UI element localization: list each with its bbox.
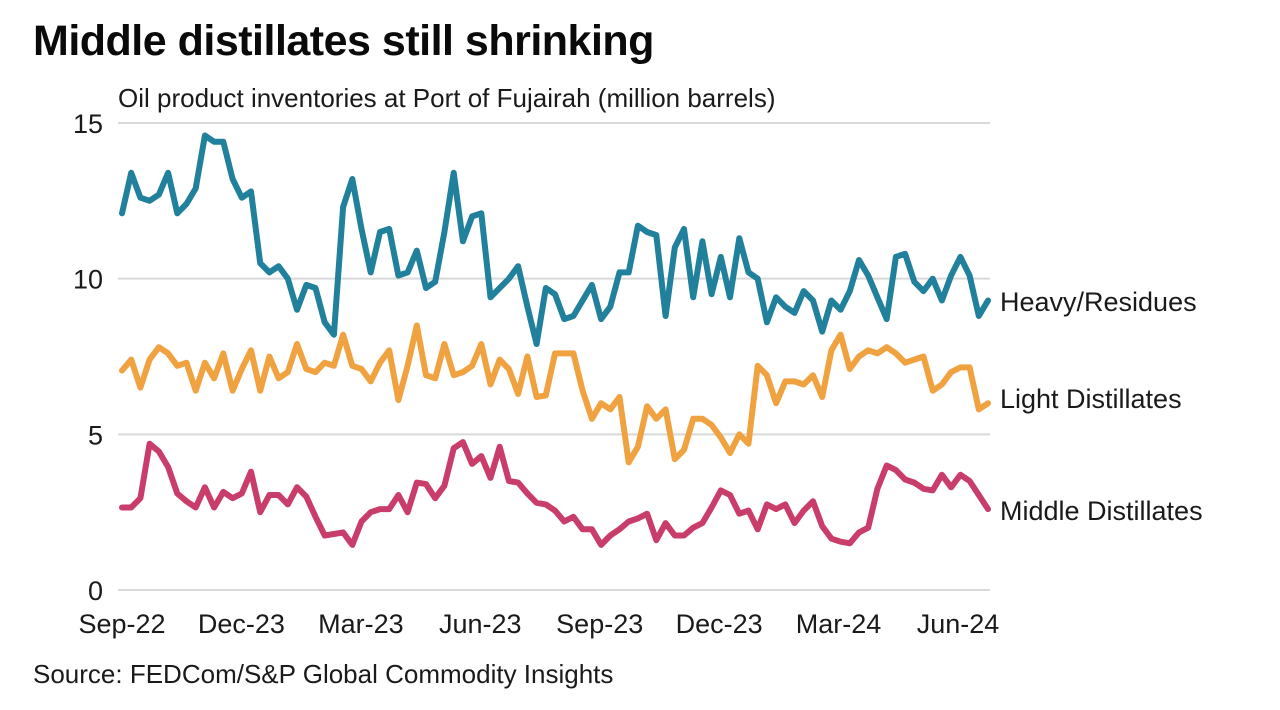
legend-label-light-distillates: Light Distillates — [1000, 384, 1182, 414]
x-tick-label: Sep-22 — [78, 609, 165, 639]
source-note: Source: FEDCom/S&P Global Commodity Insi… — [33, 659, 614, 689]
legend-label-middle-distillates: Middle Distillates — [1000, 496, 1203, 526]
series-line-heavy-residues — [119, 132, 991, 347]
x-tick-label: Mar-24 — [796, 609, 882, 639]
legend: Heavy/Residues Light Distillates Middle Di… — [1000, 287, 1203, 526]
x-tick-label: Sep-23 — [556, 609, 643, 639]
x-tick-label: Dec-23 — [198, 609, 285, 639]
x-tick-label: Dec-23 — [676, 609, 763, 639]
y-tick-label: 5 — [88, 420, 103, 450]
chart-title: Middle distillates still shrinking — [33, 17, 654, 65]
series-line-middle-distillates — [119, 439, 991, 548]
chart-subtitle: Oil product inventories at Port of Fujai… — [118, 83, 776, 113]
y-tick-label: 10 — [73, 265, 103, 295]
gridlines — [118, 122, 990, 591]
legend-label-heavy-residues: Heavy/Residues — [1000, 287, 1197, 317]
y-tick-label: 15 — [73, 109, 103, 139]
x-tick-label: Jun-23 — [439, 609, 522, 639]
y-tick-label: 0 — [88, 576, 103, 606]
x-tick-label: Mar-23 — [318, 609, 404, 639]
series-lines — [119, 132, 991, 548]
x-axis-ticks: Sep-22 Dec-23 Mar-23 Jun-23 Sep-23 Dec-23 Mar-… — [78, 609, 999, 639]
y-axis-ticks: 0 5 10 15 — [73, 109, 103, 606]
x-tick-label: Jun-24 — [917, 609, 1000, 639]
series-line-light-distillates — [119, 322, 991, 466]
